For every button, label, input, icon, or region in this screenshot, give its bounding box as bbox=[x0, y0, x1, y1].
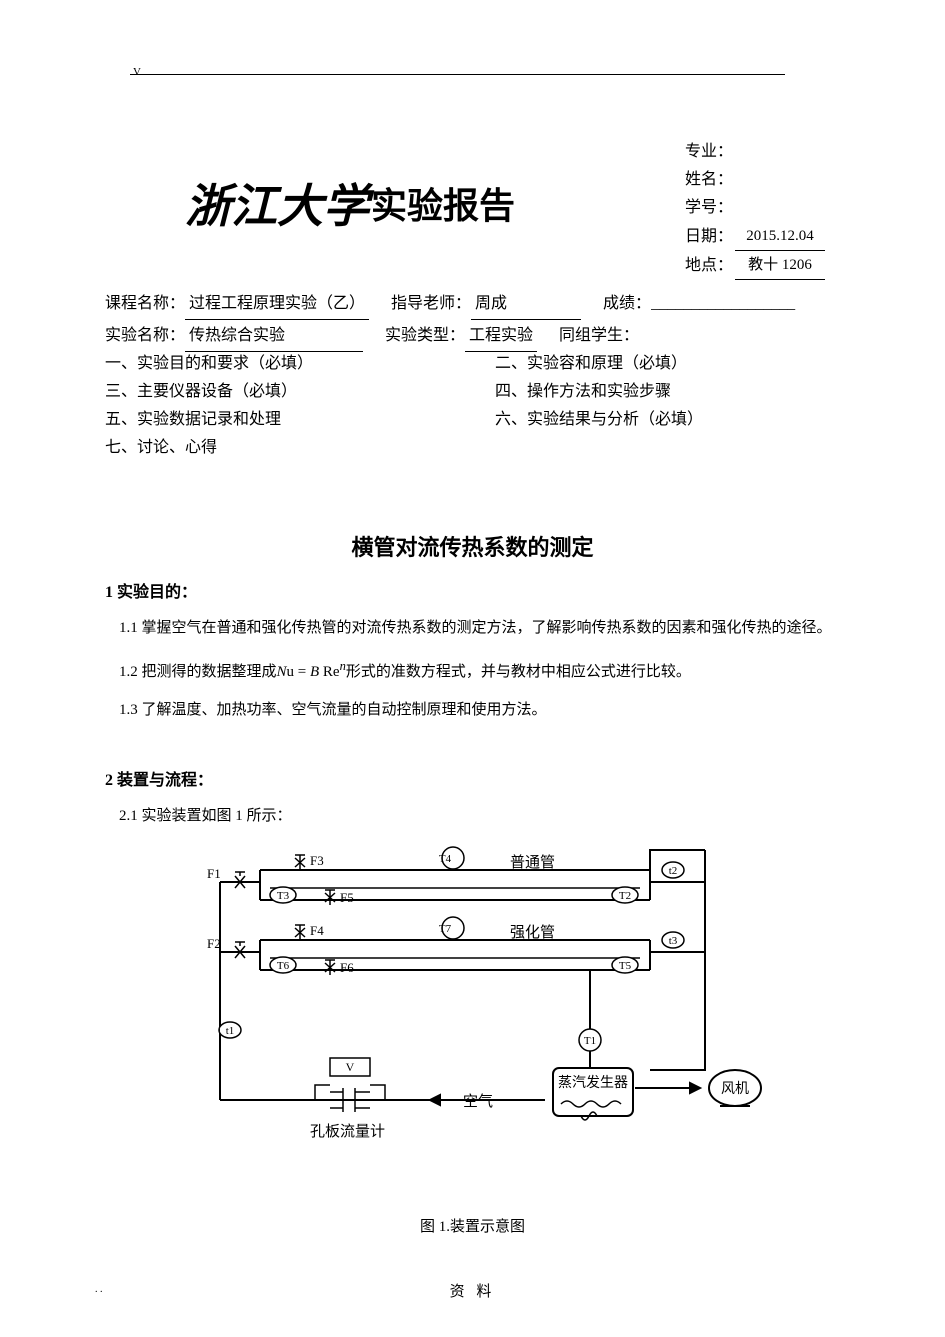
section-1-p2: 1.2 把测得的数据整理成Nu = B Ren形式的准数方程式，并与教材中相应公… bbox=[105, 654, 850, 684]
p11-num: 1.1 bbox=[119, 620, 138, 636]
p12-num: 1.2 bbox=[119, 664, 138, 680]
label-f4: F4 bbox=[310, 923, 324, 938]
teacher-label: 指导老师： bbox=[391, 290, 471, 320]
label-t1: T1 bbox=[584, 1035, 596, 1047]
place-label: 地点： bbox=[685, 252, 735, 280]
label-tt1: t1 bbox=[226, 1025, 235, 1037]
name-label: 姓名： bbox=[685, 166, 735, 194]
label-f1: F1 bbox=[207, 866, 221, 881]
type-value: 工程实验 bbox=[465, 322, 537, 352]
id-label: 学号： bbox=[685, 194, 735, 222]
content-title: 横管对流传热系数的测定 bbox=[0, 530, 945, 562]
label-tt3: t3 bbox=[669, 935, 678, 947]
label-f3: F3 bbox=[310, 853, 324, 868]
label-f6: F6 bbox=[340, 960, 354, 975]
major-label: 专业： bbox=[685, 138, 735, 166]
nu-u: u bbox=[287, 664, 295, 680]
label-f2: F2 bbox=[207, 936, 221, 951]
label-t7: T7 bbox=[439, 923, 452, 935]
section-1: 1 实验目的： 1.1 掌握空气在普通和强化传热管的对流传热系数的测定方法，了解… bbox=[105, 578, 850, 736]
date-value: 2015.12.04 bbox=[735, 222, 825, 251]
title-kai: 实验报告 bbox=[371, 177, 515, 229]
p21-num: 2.1 bbox=[119, 808, 138, 824]
exp-label: 实验名称： bbox=[105, 322, 185, 352]
p12-post: 形式的准数方程式，并与教材中相应公式进行比较。 bbox=[346, 664, 691, 680]
top-right-info-block: 专业： 姓名： 学号： 日期： 2015.12.04 地点： 教十 1206 bbox=[685, 138, 825, 280]
section-1-heading: 1 实验目的： bbox=[105, 578, 850, 602]
p11-text: 掌握空气在普通和强化传热管的对流传热系数的测定方法，了解影响传热系数的因素和强化… bbox=[138, 620, 832, 636]
exp-value: 传热综合实验 bbox=[185, 322, 363, 352]
label-enhanced-tube: 强化管 bbox=[510, 924, 555, 941]
re: Re bbox=[319, 664, 339, 680]
course-value: 过程工程原理实验（乙） bbox=[185, 290, 369, 320]
p12-pre: 把测得的数据整理成 bbox=[138, 664, 277, 680]
label-f5: F5 bbox=[340, 890, 354, 905]
footer-text: 资 料 bbox=[0, 1280, 945, 1301]
mate-label: 同组学生： bbox=[559, 322, 639, 352]
course-label: 课程名称： bbox=[105, 290, 185, 320]
outline-6: 六、实验结果与分析（必填） bbox=[495, 406, 850, 434]
diagram: F3 F5 F4 F6 F1 F2 T4 T7 T3 T6 T2 T5 t2 t… bbox=[195, 840, 765, 1150]
outline-2: 二、实验容和原理（必填） bbox=[495, 350, 850, 378]
outline-4: 四、操作方法和实验步骤 bbox=[495, 378, 850, 406]
date-label: 日期： bbox=[685, 223, 735, 251]
section-2-heading-text: 装置与流程： bbox=[113, 772, 213, 789]
apparatus-diagram-svg: F3 F5 F4 F6 F1 F2 T4 T7 T3 T6 T2 T5 t2 t… bbox=[195, 840, 765, 1150]
section-1-p3: 1.3 了解温度、加热功率、空气流量的自动控制原理和使用方法。 bbox=[105, 698, 850, 722]
section-2-p1: 2.1 实验装置如图 1 所示： bbox=[105, 804, 850, 828]
outline-5: 五、实验数据记录和处理 bbox=[105, 406, 495, 434]
eq: = bbox=[294, 664, 310, 680]
label-orifice: 孔板流量计 bbox=[310, 1122, 385, 1140]
place-value: 教十 1206 bbox=[735, 251, 825, 280]
score-label: 成绩： bbox=[603, 290, 651, 320]
nu-n: N bbox=[277, 664, 287, 680]
label-air: 空气 bbox=[463, 1093, 493, 1110]
figure-caption: 图 1.装置示意图 bbox=[0, 1215, 945, 1236]
header-rule bbox=[130, 74, 785, 75]
label-steam-gen: 蒸汽发生器 bbox=[558, 1075, 628, 1091]
label-t6: T6 bbox=[277, 960, 290, 972]
type-label: 实验类型： bbox=[385, 322, 465, 352]
title-script: 浙江大学 bbox=[185, 170, 369, 236]
label-fan: 风机 bbox=[721, 1081, 749, 1097]
label-v: V bbox=[346, 1060, 355, 1074]
section-1-p1: 1.1 掌握空气在普通和强化传热管的对流传热系数的测定方法，了解影响传热系数的因… bbox=[105, 616, 850, 640]
section-2-num: 2 bbox=[105, 772, 113, 789]
outline-block: 一、实验目的和要求（必填） 二、实验容和原理（必填） 三、主要仪器设备（必填） … bbox=[105, 350, 850, 462]
label-t3: T3 bbox=[277, 890, 290, 902]
label-normal-tube: 普通管 bbox=[510, 854, 555, 871]
section-2-heading: 2 装置与流程： bbox=[105, 766, 850, 790]
teacher-value: 周成 bbox=[471, 290, 581, 320]
course-info: 课程名称： 过程工程原理实验（乙） 指导老师： 周成 成绩： _________… bbox=[105, 290, 850, 354]
p13-text: 了解温度、加热功率、空气流量的自动控制原理和使用方法。 bbox=[138, 702, 547, 718]
label-t4: T4 bbox=[439, 853, 452, 865]
b: B bbox=[310, 664, 319, 680]
label-tt2: t2 bbox=[669, 865, 678, 877]
header-mark-v: V bbox=[133, 66, 141, 78]
p13-num: 1.3 bbox=[119, 702, 138, 718]
section-1-num: 1 bbox=[105, 584, 113, 601]
section-2: 2 装置与流程： 2.1 实验装置如图 1 所示： bbox=[105, 766, 850, 832]
p21-text: 实验装置如图 1 所示： bbox=[138, 808, 292, 824]
label-t2: T2 bbox=[619, 890, 631, 902]
outline-3: 三、主要仪器设备（必填） bbox=[105, 378, 495, 406]
outline-7: 七、讨论、心得 bbox=[105, 434, 495, 462]
main-title: 浙江大学 实验报告 bbox=[185, 170, 515, 236]
outline-1: 一、实验目的和要求（必填） bbox=[105, 350, 495, 378]
score-value: __________________ bbox=[651, 290, 795, 320]
label-t5: T5 bbox=[619, 960, 632, 972]
section-1-heading-text: 实验目的： bbox=[113, 584, 197, 601]
